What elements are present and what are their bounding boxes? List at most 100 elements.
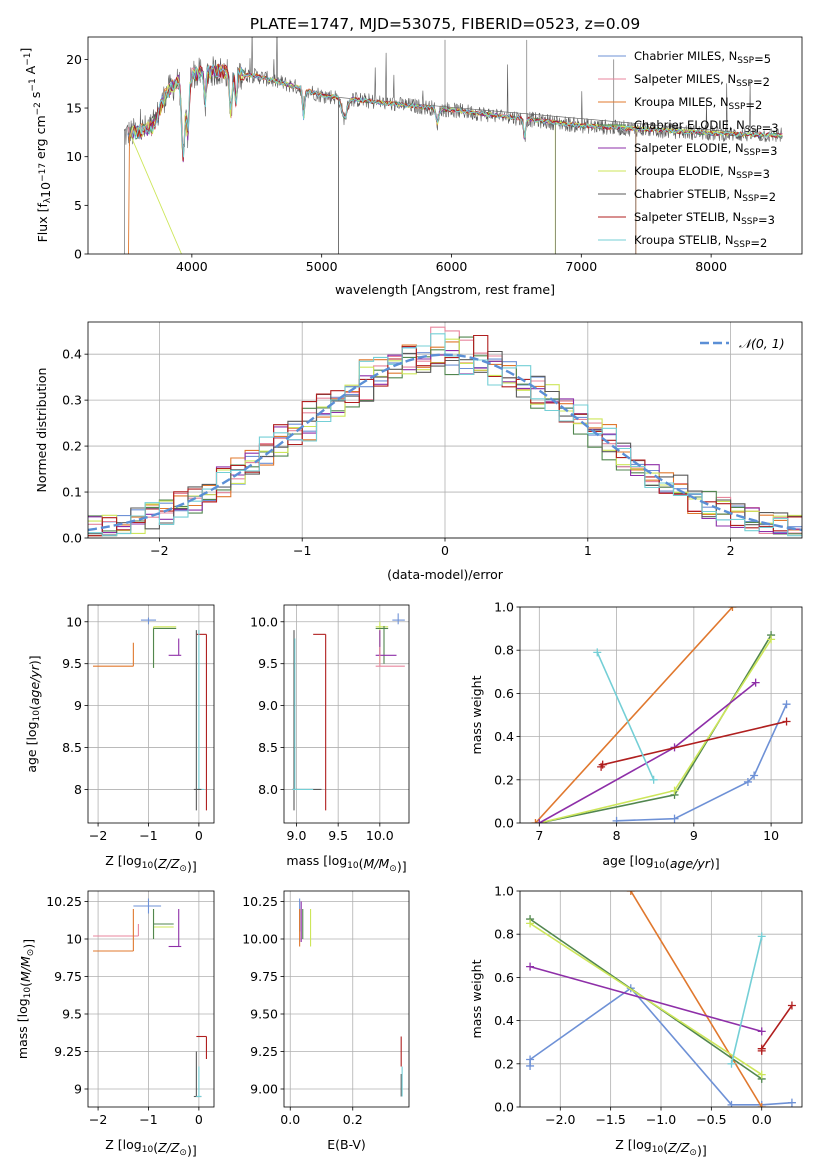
grid bbox=[520, 606, 802, 824]
y-tick-label: 9.25 bbox=[54, 1044, 82, 1059]
y-tick-label: 0.3 bbox=[62, 393, 82, 408]
x-tick-label: 10.0 bbox=[366, 828, 394, 843]
y-tick-label: 9 bbox=[74, 698, 82, 713]
y-axis-label-part: )] bbox=[27, 655, 42, 665]
plot-area bbox=[93, 898, 207, 1098]
x-axis-label: Z [log10(Z/Z⊙)] bbox=[105, 1137, 196, 1158]
x-axis-label-part: 10 bbox=[347, 861, 359, 871]
x-axis-label: mass [log10(M/M⊙)] bbox=[286, 853, 406, 874]
mass-weight-marker bbox=[727, 1059, 736, 1068]
y-axis-label: mass weight bbox=[469, 959, 484, 1038]
age-vs-mass-panel: 9.0 9.5 10.0 8.0 8.5 9.0 9.5 10.0 mass [log10(M/… bbox=[250, 604, 410, 874]
legend-label-part: =5 bbox=[754, 52, 771, 66]
x-axis-label-part: )] bbox=[710, 856, 720, 871]
y-tick-label: 1.0 bbox=[494, 600, 514, 615]
mass-weight-marker bbox=[787, 1098, 796, 1107]
plot-area bbox=[292, 613, 405, 811]
mass-weight-marker bbox=[728, 607, 737, 611]
mass-weight-marker bbox=[757, 1070, 766, 1079]
mass-weight-marker bbox=[757, 1103, 766, 1107]
x-axis-label-part: Z [log bbox=[105, 1137, 141, 1152]
y-axis-label-part: mass [log bbox=[15, 998, 30, 1059]
x-tick-label: 0.2 bbox=[343, 1112, 363, 1127]
x-tick-label: −2 bbox=[150, 543, 168, 558]
x-tick-label: 1 bbox=[584, 543, 592, 558]
mass-weight-line bbox=[539, 638, 772, 823]
y-tick-label: 5 bbox=[74, 198, 82, 213]
y-tick-label: 0.4 bbox=[494, 729, 514, 744]
y-tick-label: 15 bbox=[66, 101, 82, 116]
legend-label: Salpeter ELODIE, NSSP=3 bbox=[634, 141, 777, 158]
x-axis-label-part: ( bbox=[153, 1140, 158, 1155]
legend-label: Kroupa STELIB, NSSP=2 bbox=[634, 233, 767, 250]
x-axis-label-part: age/yr bbox=[670, 856, 711, 871]
legend-label-part: SSP bbox=[745, 125, 762, 135]
x-axis-label-part: M/M bbox=[364, 856, 390, 871]
legend-label: 𝒩(0, 1) bbox=[739, 336, 785, 351]
x-tick-label: 2 bbox=[727, 543, 735, 558]
y-axis-label-part: −1 bbox=[23, 53, 33, 66]
legend-label-part: SSP bbox=[741, 217, 758, 227]
y-axis-label-part: ( bbox=[27, 705, 42, 710]
x-tick-label: 7000 bbox=[565, 259, 597, 274]
mass-weight-marker bbox=[598, 760, 607, 769]
plot-area bbox=[531, 607, 791, 823]
x-tick-label: 0 bbox=[195, 828, 203, 843]
y-tick-label: 0.2 bbox=[494, 772, 514, 787]
x-axis-label: E(B-V) bbox=[327, 1137, 366, 1152]
y-axis-label: Flux [fλ10−17 erg cm−2 s−1 A−1] bbox=[18, 48, 53, 243]
mass-weight-marker bbox=[526, 919, 535, 928]
mass-weight-line bbox=[730, 936, 763, 1064]
x-axis-label: Z [log10(Z/Z⊙)] bbox=[105, 853, 196, 874]
x-tick-label: 7 bbox=[535, 828, 543, 843]
x-tick-label: −1.5 bbox=[595, 1112, 625, 1127]
y-tick-label: 0.8 bbox=[494, 643, 514, 658]
x-axis-label-part: age [log bbox=[602, 853, 653, 868]
mass-weight-marker bbox=[767, 635, 776, 644]
x-axis-label-part: 10 bbox=[142, 1145, 154, 1155]
y-tick-label: 0.6 bbox=[494, 686, 514, 701]
grid bbox=[88, 605, 214, 823]
y-tick-label: 9.75 bbox=[54, 969, 82, 984]
plot-area bbox=[299, 898, 403, 1097]
legend-label-part: =3 bbox=[753, 167, 770, 181]
gaussian-curve bbox=[88, 353, 802, 532]
x-axis-label-part: )] bbox=[187, 859, 197, 874]
y-tick-label: 9 bbox=[74, 1082, 82, 1097]
y-axis-label-part: −1 bbox=[28, 78, 38, 91]
x-axis-label-part: 10 bbox=[652, 1145, 664, 1155]
plot-area bbox=[124, 37, 783, 254]
legend-label-part: Salpeter ELODIE, N bbox=[634, 141, 744, 155]
mass-weight-line bbox=[630, 891, 763, 1107]
y-tick-label: 9.25 bbox=[250, 1044, 278, 1059]
y-axis-label-part: age/yr bbox=[27, 664, 42, 705]
y-axis-label-part: s bbox=[28, 92, 43, 103]
y-axis-label-part: M/M bbox=[18, 956, 33, 982]
legend-label-part: =3 bbox=[762, 121, 779, 135]
y-axis-label-part: )] bbox=[21, 939, 36, 949]
x-axis-label-part: 10 bbox=[142, 861, 154, 871]
legend-label-part: Kroupa STELIB, N bbox=[634, 233, 734, 247]
mass-weight-marker bbox=[593, 648, 602, 657]
mass-vs-ebv-panel: 0.0 0.2 9.00 9.25 9.50 9.75 10.00 10.25 E(B-V) bbox=[242, 890, 410, 1152]
plot-area bbox=[88, 326, 802, 537]
y-tick-label: 9.00 bbox=[250, 1082, 278, 1097]
x-axis-label: Z [log10(Z/Z⊙)] bbox=[615, 1137, 706, 1158]
axes-frame bbox=[87, 890, 215, 1108]
axes-frame bbox=[519, 606, 803, 824]
x-axis-label-part: ⊙ bbox=[689, 1148, 697, 1158]
x-axis-label-part: ⊙ bbox=[389, 864, 397, 874]
plot-area bbox=[93, 617, 207, 811]
axes-frame bbox=[87, 604, 215, 824]
legend-label: Salpeter STELIB, NSSP=3 bbox=[634, 210, 775, 227]
legend-label-part: Chabrier MILES, N bbox=[634, 49, 737, 63]
x-tick-label: 8000 bbox=[695, 259, 727, 274]
mass-weight-marker bbox=[757, 932, 766, 941]
mass-weight-marker bbox=[649, 775, 658, 784]
y-tick-label: 8.0 bbox=[258, 782, 278, 797]
x-axis-label: (data-model)/error bbox=[387, 567, 504, 582]
axes-frame bbox=[283, 604, 410, 824]
mass-weight-marker bbox=[612, 816, 621, 823]
y-tick-label: 9.50 bbox=[250, 1007, 278, 1022]
